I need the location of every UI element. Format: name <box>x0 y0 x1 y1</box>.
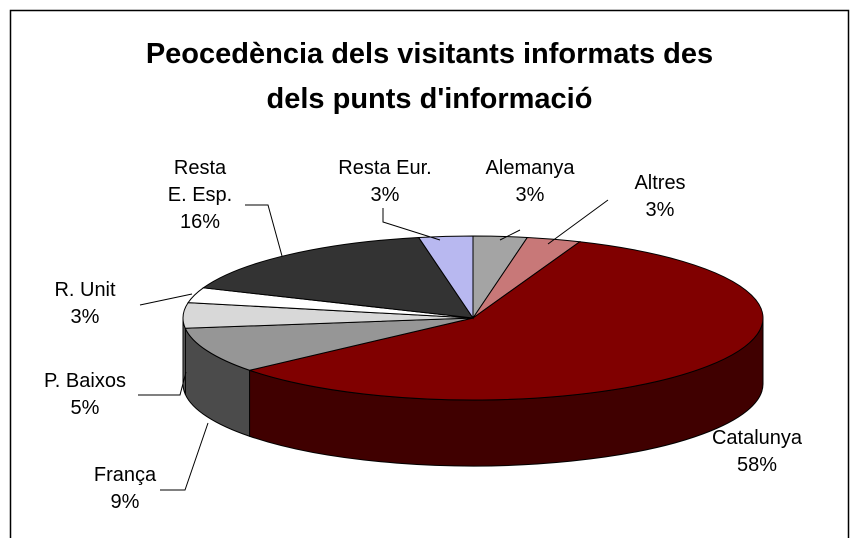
category-label: P. Baixos <box>44 370 126 392</box>
leader-line <box>138 371 187 396</box>
leader-line <box>547 199 609 245</box>
slice-label: Altres 3% <box>580 170 740 224</box>
slice-label: Resta E. Esp. 16% <box>120 155 280 236</box>
slice <box>417 235 474 320</box>
category-label: França <box>93 464 157 486</box>
value-label: 3% <box>70 306 100 328</box>
value-label: 3% <box>370 184 400 206</box>
leader-line <box>499 229 521 241</box>
category-label: Resta Eur. <box>338 157 432 179</box>
value-label: 58% <box>736 454 778 476</box>
slice-label: Resta Eur. 3% <box>305 155 465 209</box>
category-label: R. Unit <box>54 279 116 301</box>
leader-line <box>382 208 441 241</box>
value-label: 3% <box>515 184 545 206</box>
chart-frame <box>9 9 850 538</box>
category-label: Catalunya <box>711 427 803 449</box>
category-label: Alemanya <box>485 157 575 179</box>
slice-label: Alemanya 3% <box>450 155 610 209</box>
leader-line <box>139 293 193 306</box>
slice-label: P. Baixos 5% <box>5 368 165 422</box>
leader-line <box>245 204 283 257</box>
chart-title: Peocedència dels visitants informats des… <box>145 38 714 115</box>
value-label: 9% <box>110 491 140 513</box>
value-label: 16% <box>179 211 221 233</box>
slice-label: França 9% <box>45 462 205 516</box>
leader-line <box>160 422 209 491</box>
slice-label: Catalunya 58% <box>677 425 837 479</box>
slice-label: R. Unit 3% <box>5 277 165 331</box>
slice <box>184 317 474 371</box>
value-label: 5% <box>70 397 100 419</box>
category-label: Altres <box>634 172 686 194</box>
category-label: Resta E. Esp. <box>167 157 233 206</box>
value-label: 3% <box>645 199 675 221</box>
slice <box>247 241 764 401</box>
slice <box>202 236 475 319</box>
